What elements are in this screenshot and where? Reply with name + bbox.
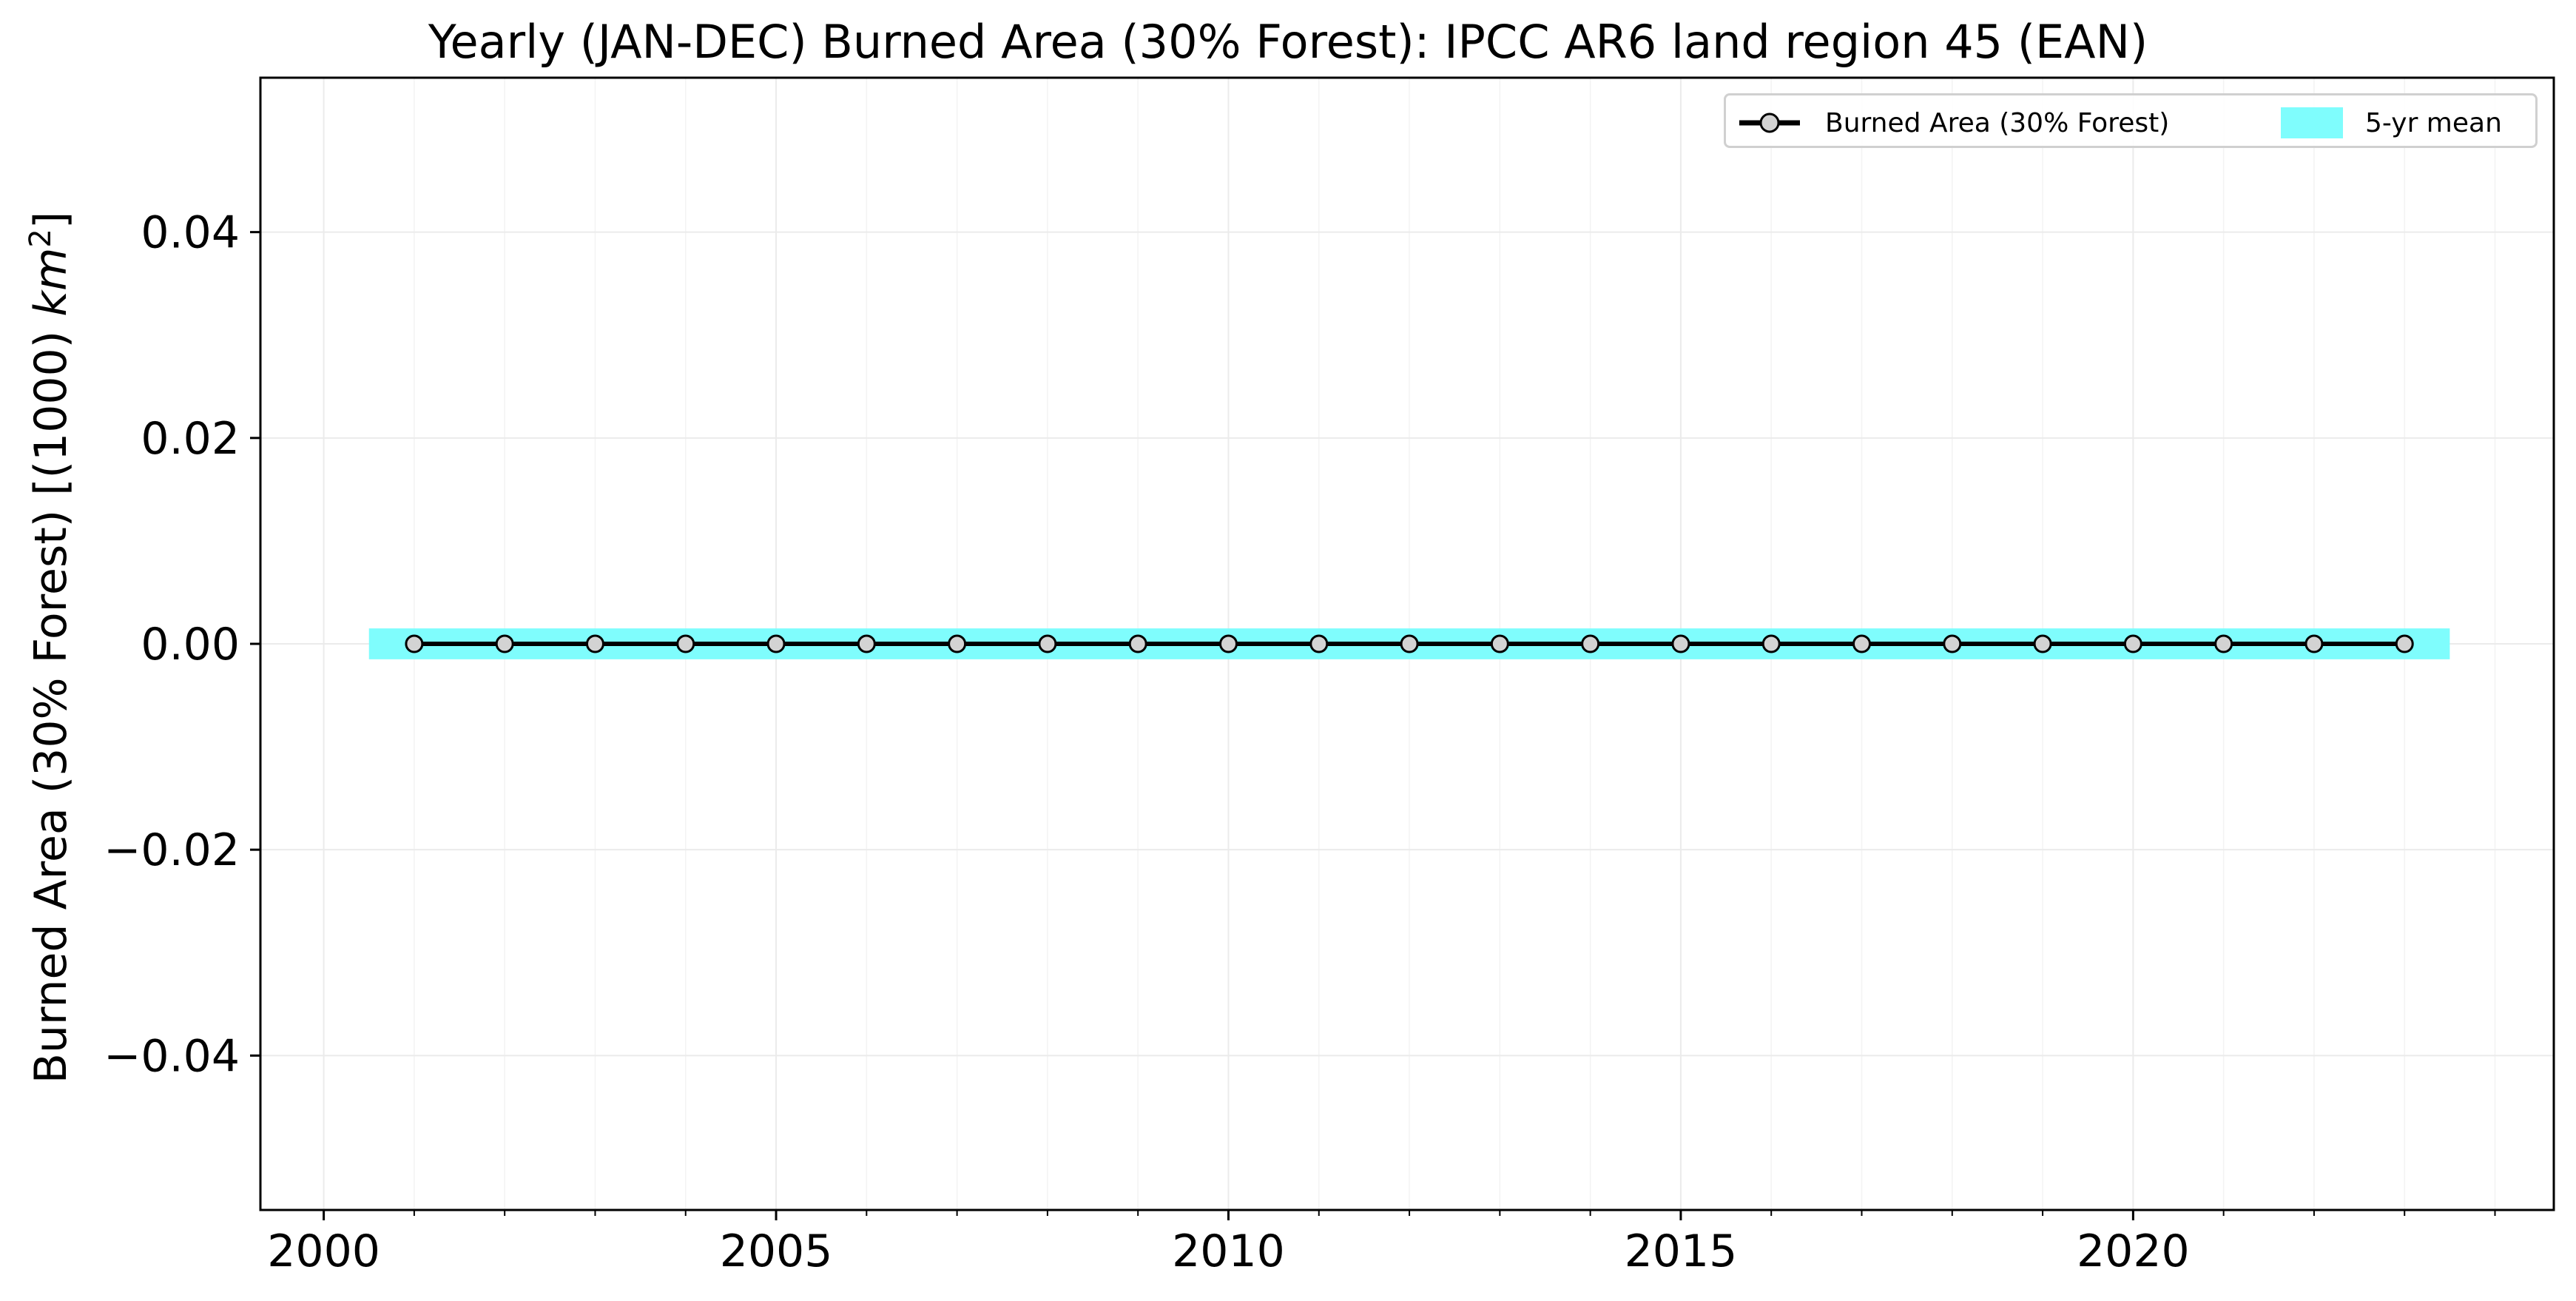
data-point	[2123, 634, 2142, 653]
data-point	[1581, 634, 1600, 653]
data-point	[585, 634, 604, 653]
data-point	[766, 634, 786, 653]
x-tick-label: 2000	[267, 1226, 380, 1277]
data-point	[1218, 634, 1238, 653]
data-point	[1852, 634, 1871, 653]
legend-item-band: 5-yr mean	[2281, 95, 2502, 150]
x-tick-label: 2015	[1625, 1226, 1738, 1277]
legend-line-marker-icon	[1739, 112, 1800, 133]
data-point	[1943, 634, 1962, 653]
data-point	[1128, 634, 1147, 653]
data-point	[948, 634, 967, 653]
data-point	[405, 634, 424, 653]
data-point	[1309, 634, 1329, 653]
y-tick-label: 0.04	[141, 207, 240, 259]
data-point	[1490, 634, 1509, 653]
data-point	[2304, 634, 2324, 653]
legend-label-series: Burned Area (30% Forest)	[1825, 107, 2170, 138]
y-tick-label: 0.00	[141, 619, 240, 670]
data-point	[857, 634, 876, 653]
x-tick-label: 2010	[1172, 1226, 1285, 1277]
x-tick-label: 2020	[2077, 1226, 2190, 1277]
data-point	[676, 634, 695, 653]
data-point	[1400, 634, 1419, 653]
y-tick-label: −0.02	[104, 824, 240, 876]
data-point	[1761, 634, 1781, 653]
x-tick-label: 2005	[720, 1226, 833, 1277]
legend-band-swatch-icon	[2281, 107, 2343, 138]
y-tick-label: 0.02	[141, 413, 240, 465]
chart-title: Yearly (JAN-DEC) Burned Area (30% Forest…	[428, 15, 2148, 69]
data-point	[1038, 634, 1057, 653]
data-point	[2033, 634, 2052, 653]
data-point	[2395, 634, 2414, 653]
data-point	[2214, 634, 2233, 653]
legend: Burned Area (30% Forest) 5-yr mean	[1724, 93, 2538, 148]
y-tick-label: −0.04	[104, 1030, 240, 1082]
legend-item-series: Burned Area (30% Forest)	[1736, 95, 2169, 150]
data-point	[495, 634, 514, 653]
legend-label-band: 5-yr mean	[2365, 107, 2502, 138]
data-point	[1671, 634, 1690, 653]
